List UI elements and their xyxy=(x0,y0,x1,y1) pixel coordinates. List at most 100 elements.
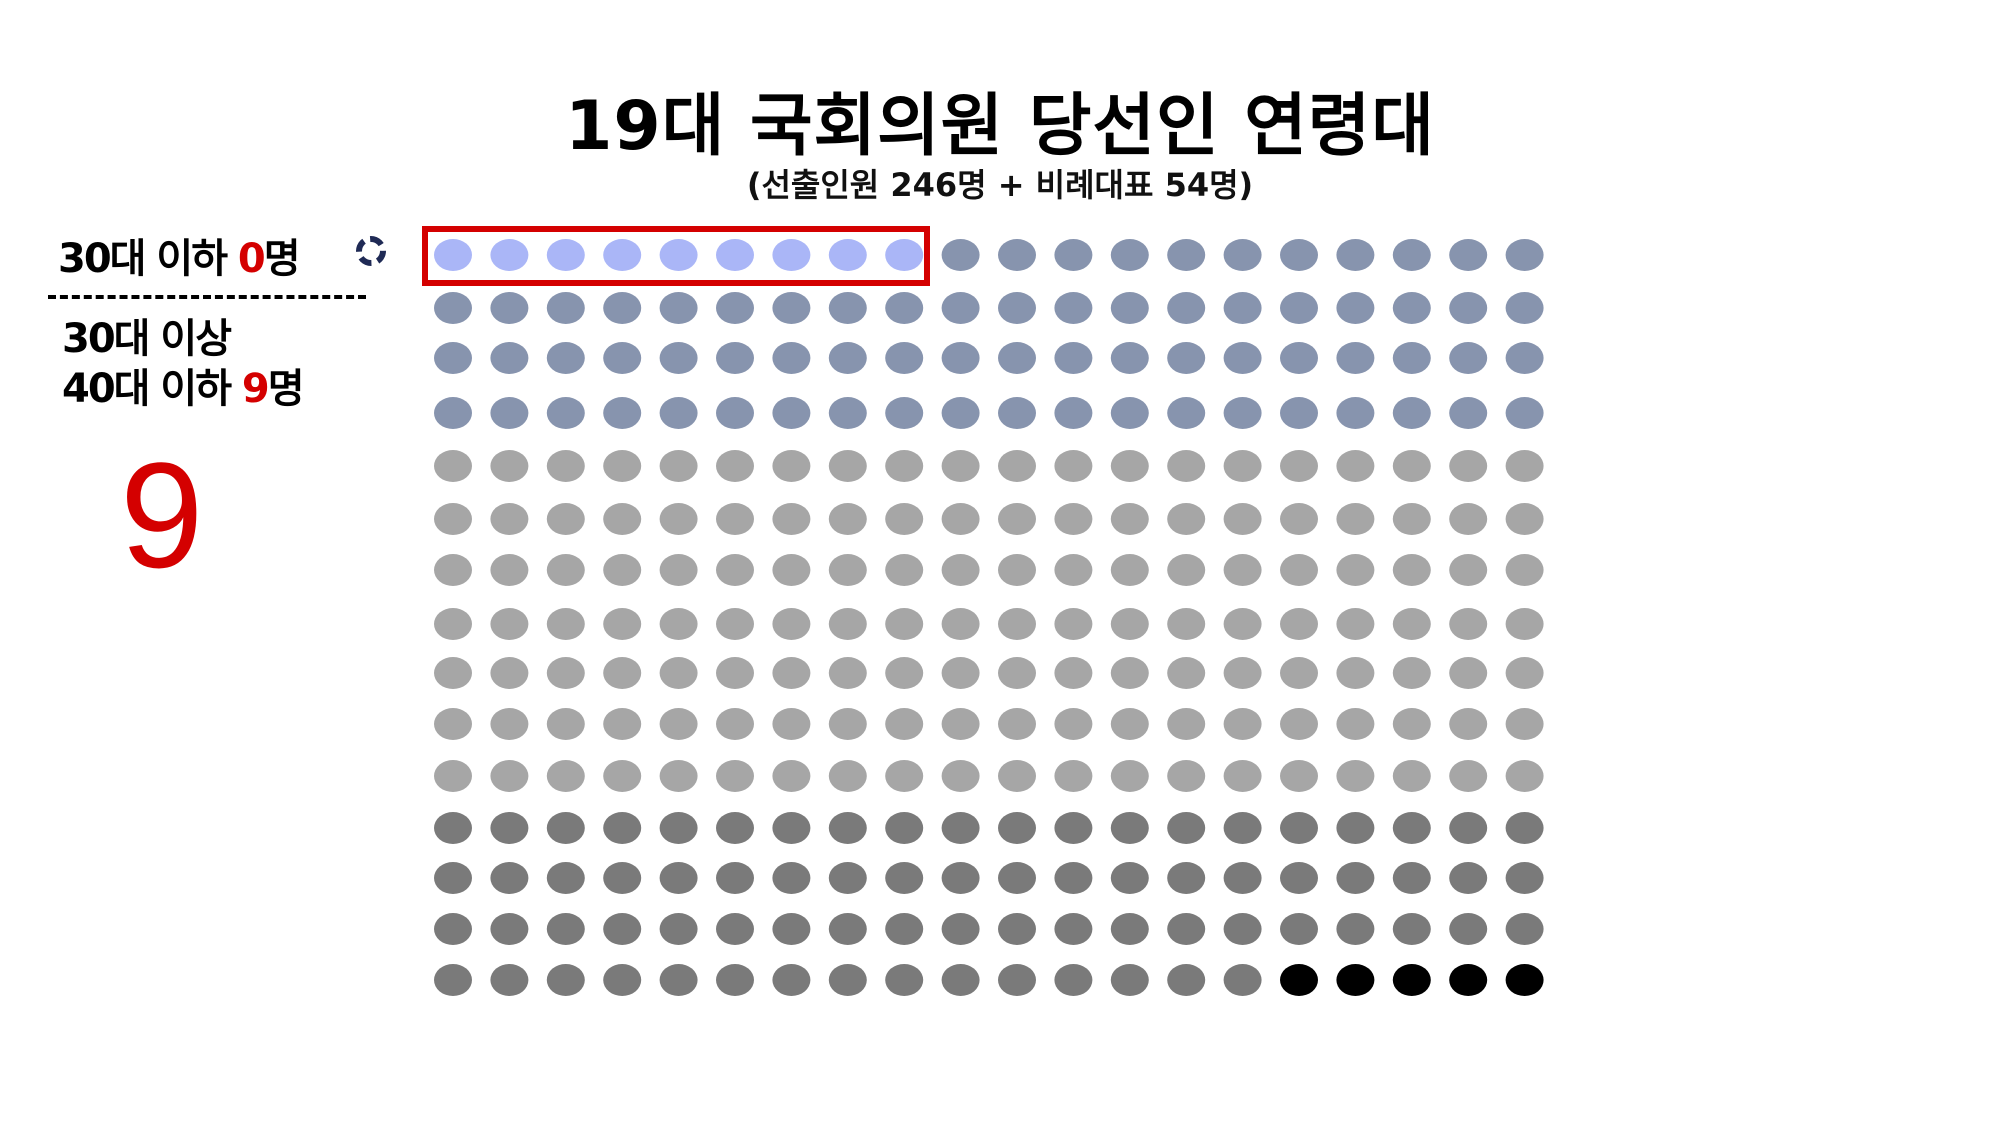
dot-201 xyxy=(434,760,472,792)
dot-120 xyxy=(1505,503,1544,535)
dot-266 xyxy=(716,913,754,945)
dot-60 xyxy=(1505,342,1544,374)
dot-92 xyxy=(1054,450,1093,482)
dot-227 xyxy=(772,812,811,844)
dot-95 xyxy=(1223,450,1262,482)
dot-220 xyxy=(1505,760,1544,792)
dot-38 xyxy=(1392,292,1431,324)
dot-264 xyxy=(603,913,642,945)
dot-117 xyxy=(1336,503,1375,535)
dot-84 xyxy=(603,450,642,482)
dot-168 xyxy=(828,657,867,689)
dot-108 xyxy=(828,503,867,535)
dot-132 xyxy=(1054,554,1093,586)
dot-135 xyxy=(1223,554,1262,586)
dot-235 xyxy=(1223,812,1262,844)
dot-195 xyxy=(1223,708,1262,740)
dot-98 xyxy=(1392,450,1431,482)
label-under-30s-suffix: 명 xyxy=(263,236,301,282)
dot-261 xyxy=(434,913,472,945)
dot-144 xyxy=(603,608,642,640)
dot-214 xyxy=(1167,760,1206,792)
dot-294 xyxy=(1167,964,1206,996)
dot-137 xyxy=(1336,554,1375,586)
dot-59 xyxy=(1449,342,1488,374)
dot-23 xyxy=(546,292,585,324)
dot-61 xyxy=(434,397,472,429)
dot-39 xyxy=(1449,292,1488,324)
dot-216 xyxy=(1280,760,1318,792)
dot-42 xyxy=(490,342,529,374)
dot-112 xyxy=(1054,503,1093,535)
dot-165 xyxy=(659,657,698,689)
dot-147 xyxy=(772,608,811,640)
dot-191 xyxy=(998,708,1036,740)
dot-17 xyxy=(1336,239,1375,271)
dot-71 xyxy=(998,397,1036,429)
dot-24 xyxy=(603,292,642,324)
dot-277 xyxy=(1336,913,1375,945)
dot-289 xyxy=(885,964,924,996)
dot-104 xyxy=(603,503,642,535)
dot-253 xyxy=(1110,862,1149,894)
dot-143 xyxy=(546,608,585,640)
dot-236 xyxy=(1280,812,1318,844)
dot-76 xyxy=(1280,397,1318,429)
dot-22 xyxy=(490,292,529,324)
dot-79 xyxy=(1449,397,1488,429)
dot-211 xyxy=(998,760,1036,792)
dot-172 xyxy=(1054,657,1093,689)
dot-56 xyxy=(1280,342,1318,374)
dot-206 xyxy=(716,760,754,792)
dot-13 xyxy=(1110,239,1149,271)
dot-65 xyxy=(659,397,698,429)
dot-7 xyxy=(772,239,811,271)
dot-128 xyxy=(828,554,867,586)
dot-155 xyxy=(1223,608,1262,640)
dot-279 xyxy=(1449,913,1488,945)
dot-11 xyxy=(998,239,1036,271)
dot-133 xyxy=(1110,554,1149,586)
dot-9 xyxy=(885,239,924,271)
dot-12 xyxy=(1054,239,1093,271)
dot-200 xyxy=(1505,708,1544,740)
dot-62 xyxy=(490,397,529,429)
dot-109 xyxy=(885,503,924,535)
dot-1 xyxy=(434,239,472,271)
dot-298 xyxy=(1392,964,1431,996)
dot-16 xyxy=(1280,239,1318,271)
dot-73 xyxy=(1110,397,1149,429)
dot-292 xyxy=(1054,964,1093,996)
dot-299 xyxy=(1449,964,1488,996)
dot-28 xyxy=(828,292,867,324)
dot-169 xyxy=(885,657,924,689)
dot-96 xyxy=(1280,450,1318,482)
dot-49 xyxy=(885,342,924,374)
dot-243 xyxy=(546,862,585,894)
dot-263 xyxy=(546,913,585,945)
dot-4 xyxy=(603,239,642,271)
dot-199 xyxy=(1449,708,1488,740)
dot-129 xyxy=(885,554,924,586)
dot-47 xyxy=(772,342,811,374)
dot-247 xyxy=(772,862,811,894)
dot-74 xyxy=(1167,397,1206,429)
dot-91 xyxy=(998,450,1036,482)
dot-281 xyxy=(434,964,472,996)
dot-260 xyxy=(1505,862,1544,894)
dot-139 xyxy=(1449,554,1488,586)
dot-265 xyxy=(659,913,698,945)
dot-224 xyxy=(603,812,642,844)
dot-238 xyxy=(1392,812,1431,844)
dot-251 xyxy=(998,862,1036,894)
dot-157 xyxy=(1336,608,1375,640)
dot-118 xyxy=(1392,503,1431,535)
dot-210 xyxy=(941,760,980,792)
dot-50 xyxy=(941,342,980,374)
dot-55 xyxy=(1223,342,1262,374)
dot-212 xyxy=(1054,760,1093,792)
dot-203 xyxy=(546,760,585,792)
dot-217 xyxy=(1336,760,1375,792)
dot-36 xyxy=(1280,292,1318,324)
dot-115 xyxy=(1223,503,1262,535)
